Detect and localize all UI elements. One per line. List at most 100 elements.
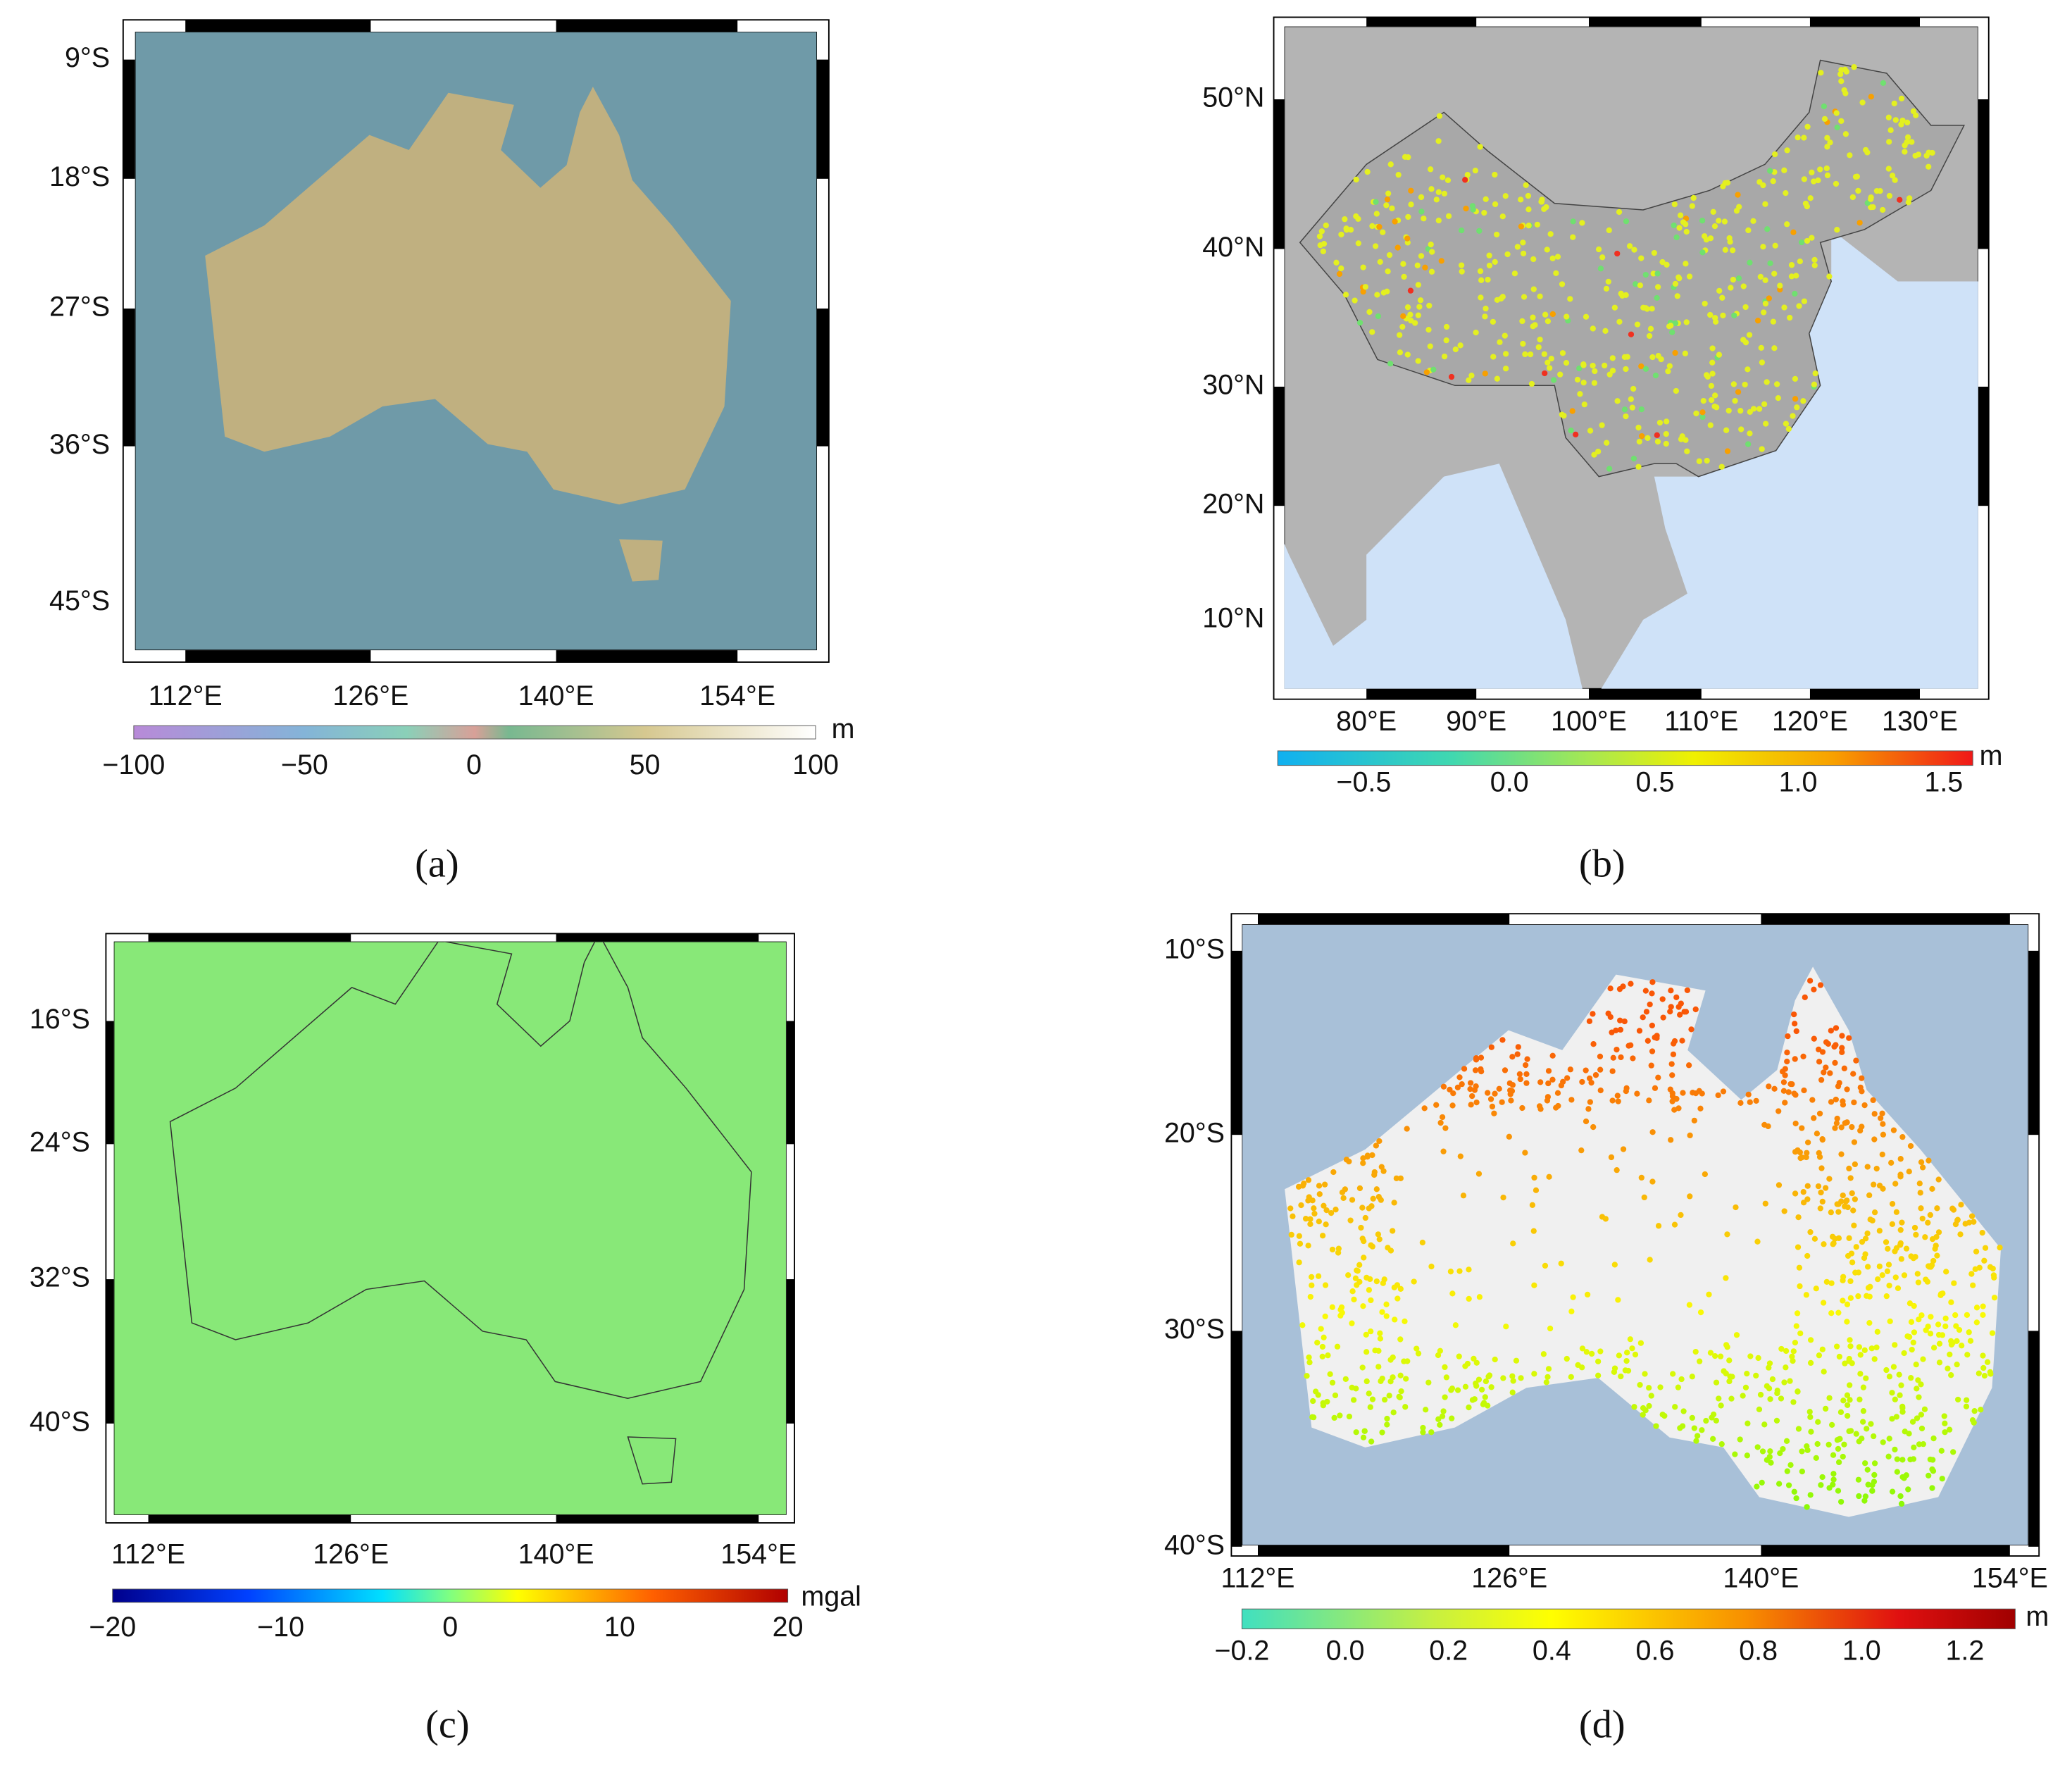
station-dot [1818, 1077, 1825, 1083]
station-dot [1308, 1274, 1315, 1281]
station-dot [1723, 1275, 1729, 1281]
station-dot [1709, 1414, 1715, 1421]
station-dot [1713, 1417, 1719, 1424]
station-dot [1676, 225, 1683, 231]
station-dot [1462, 1383, 1469, 1390]
station-dot [1853, 1244, 1859, 1250]
station-dot [1699, 409, 1706, 416]
station-dot [1649, 990, 1655, 997]
station-dot [1871, 1433, 1877, 1440]
longitude-label: 154°E [720, 1538, 797, 1569]
station-dot [1889, 1488, 1896, 1495]
station-dot [1921, 1406, 1928, 1412]
station-dot [1804, 1183, 1811, 1189]
land [627, 1436, 677, 1485]
station-dot [1518, 197, 1524, 203]
station-dot [1375, 1194, 1382, 1200]
station-dot [1790, 229, 1797, 235]
longitude-label: 100°E [1551, 706, 1627, 737]
station-dot [1623, 366, 1629, 373]
station-dot [1815, 1419, 1821, 1425]
station-dot [1860, 1408, 1867, 1414]
station-dot [1844, 1086, 1850, 1092]
station-dot [1789, 1353, 1795, 1360]
station-dot [1680, 1090, 1686, 1096]
station-dot [1463, 205, 1469, 212]
station-dot [1942, 1323, 1949, 1330]
station-dot [1746, 332, 1753, 338]
station-dot [1826, 1441, 1832, 1448]
station-dot [1784, 147, 1790, 154]
station-dot [1613, 1027, 1619, 1033]
station-dot [1663, 430, 1669, 437]
station-dot [1331, 1414, 1337, 1421]
station-dot [1948, 1372, 1954, 1378]
station-dot [1691, 1425, 1697, 1431]
station-dot [1804, 1504, 1810, 1510]
station-dot [1904, 139, 1910, 145]
station-dot [1897, 1227, 1904, 1233]
station-dot [1696, 1088, 1702, 1094]
station-dot [1404, 1126, 1410, 1132]
ocean [1601, 229, 1978, 689]
station-dot [1804, 1447, 1811, 1453]
station-dot [1442, 1394, 1448, 1400]
station-dot [1898, 95, 1905, 102]
latitude-label: 50°N [1202, 82, 1264, 113]
station-dot [1880, 1121, 1886, 1127]
station-dot [1546, 1174, 1552, 1180]
longitude-label: 112°E [1221, 1562, 1294, 1593]
station-dot [1315, 1273, 1322, 1279]
station-dot [1537, 336, 1543, 343]
station-dot [1362, 1214, 1368, 1221]
station-dot [1800, 1200, 1807, 1206]
station-dot [1804, 203, 1810, 210]
station-dot [1490, 354, 1497, 360]
station-dot [1846, 1355, 1852, 1362]
station-dot [1683, 319, 1690, 325]
station-dot [1787, 314, 1793, 321]
station-dot [1703, 1417, 1709, 1424]
station-dot [1510, 1240, 1516, 1247]
station-dot [1435, 189, 1442, 195]
station-dot [1423, 369, 1430, 375]
station-dot [1609, 1097, 1616, 1104]
station-dot [1911, 1329, 1918, 1336]
station-dot [1395, 172, 1402, 178]
station-dot [1807, 1492, 1814, 1498]
station-dot [1428, 1429, 1435, 1436]
station-dot [1628, 331, 1635, 337]
station-dot [1316, 1183, 1323, 1189]
station-dot [1766, 1083, 1772, 1090]
station-dot [1602, 1216, 1609, 1222]
station-dot [1375, 313, 1382, 320]
station-dot [1874, 1328, 1880, 1335]
station-dot [1754, 1238, 1761, 1245]
station-dot [1675, 1384, 1682, 1390]
station-dot [1865, 1285, 1872, 1291]
station-dot [1355, 240, 1362, 247]
station-dot [1894, 1469, 1900, 1475]
station-dot [1611, 304, 1618, 311]
station-dot [1907, 1456, 1914, 1463]
panel-label: (d) [1579, 1702, 1625, 1746]
frame-bar [816, 309, 829, 447]
longitude-label: 112°E [149, 680, 223, 711]
station-dot [1358, 1224, 1364, 1231]
station-dot [1905, 1486, 1911, 1493]
station-dot [1369, 1152, 1375, 1159]
station-dot [1747, 1099, 1753, 1105]
map-area [1242, 924, 2029, 1545]
station-dot [1716, 351, 1723, 358]
station-dot [1514, 1051, 1521, 1057]
frame-bar [1588, 688, 1702, 699]
station-dot [1301, 1181, 1307, 1187]
station-dot [1906, 1333, 1913, 1340]
station-dot [1611, 1262, 1618, 1268]
station-dot [1815, 177, 1821, 184]
station-dot [1828, 1099, 1835, 1105]
station-dot [1687, 1193, 1693, 1200]
station-dot [1390, 1228, 1396, 1234]
station-dot [1623, 1357, 1630, 1364]
station-dot [1570, 234, 1576, 240]
